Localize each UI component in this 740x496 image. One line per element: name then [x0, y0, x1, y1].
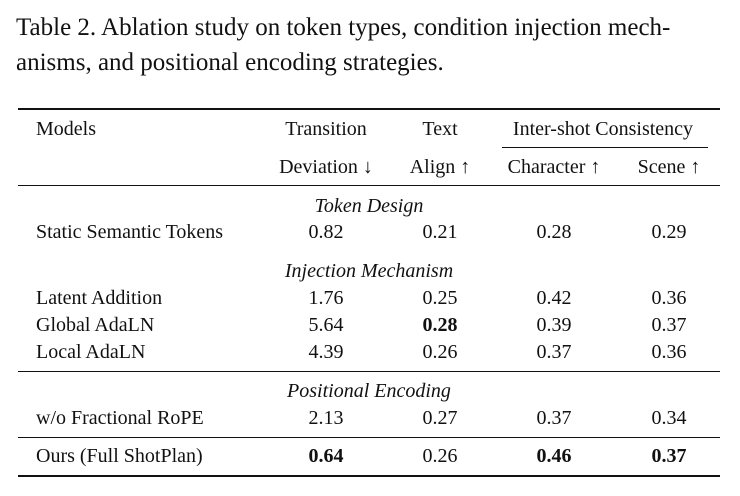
transition-deviation-value: 4.39 — [308, 341, 344, 363]
scene-value: 0.37 — [651, 314, 687, 336]
scene-value: 0.34 — [651, 407, 687, 429]
character-value: 0.37 — [536, 407, 572, 429]
model-name: Local AdaLN — [36, 341, 146, 363]
scene-value: 0.29 — [651, 221, 687, 243]
header-models: Models — [36, 118, 96, 140]
header-inter-shot-consistency: Inter-shot Consistency — [512, 118, 694, 140]
model-name-ours: Ours (Full ShotPlan) — [36, 445, 203, 467]
header-transition-top: Transition — [285, 118, 367, 140]
header-scene: Scene ↑ — [637, 156, 701, 178]
header-text-bottom: Align ↑ — [409, 156, 471, 178]
character-value: 0.28 — [536, 221, 572, 243]
section-title-positional-encoding: Positional Encoding — [287, 380, 451, 402]
group-underline — [502, 147, 708, 148]
text-align-value: 0.21 — [422, 221, 458, 243]
caption-line-1: Table 2. Ablation study on token types, … — [16, 14, 671, 41]
section-title-token-design: Token Design — [314, 195, 424, 217]
section-title-injection-mechanism: Injection Mechanism — [284, 260, 454, 282]
model-name: Latent Addition — [36, 287, 163, 309]
scene-value-best: 0.37 — [651, 445, 687, 467]
header-text-top: Text — [422, 118, 458, 140]
character-value: 0.39 — [536, 314, 572, 336]
text-align-value: 0.27 — [422, 407, 458, 429]
section-divider-rule — [18, 371, 720, 372]
table-caption: Table 2. Ablation study on token types, … — [16, 10, 728, 80]
transition-deviation-value-best: 0.64 — [308, 445, 344, 467]
text-align-value: 0.26 — [422, 341, 458, 363]
header-transition-bottom: Deviation ↓ — [279, 156, 373, 178]
header-character: Character ↑ — [507, 156, 601, 178]
character-value-best: 0.46 — [536, 445, 572, 467]
transition-deviation-value: 2.13 — [308, 407, 344, 429]
model-name: Global AdaLN — [36, 314, 155, 336]
header-bottom-rule — [18, 185, 720, 186]
text-align-value: 0.26 — [422, 445, 458, 467]
transition-deviation-value: 1.76 — [308, 287, 344, 309]
scene-value: 0.36 — [651, 341, 687, 363]
model-name: Static Semantic Tokens — [36, 221, 224, 243]
model-name: w/o Fractional RoPE — [36, 407, 204, 429]
table-top-rule — [18, 108, 720, 110]
scene-value: 0.36 — [651, 287, 687, 309]
character-value: 0.42 — [536, 287, 572, 309]
text-align-value-best: 0.28 — [422, 314, 458, 336]
transition-deviation-value: 5.64 — [308, 314, 344, 336]
caption-line-2: anisms, and positional encoding strategi… — [16, 49, 444, 76]
text-align-value: 0.25 — [422, 287, 458, 309]
final-row-rule — [18, 437, 720, 438]
transition-deviation-value: 0.82 — [308, 221, 344, 243]
character-value: 0.37 — [536, 341, 572, 363]
table-bottom-rule — [18, 475, 720, 477]
